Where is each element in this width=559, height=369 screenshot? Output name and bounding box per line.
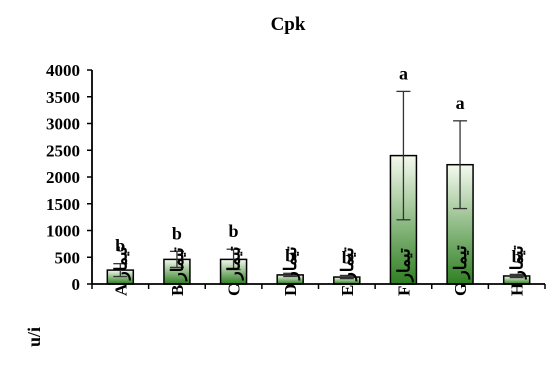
significance-letter: a: [456, 93, 465, 113]
y-axis-label: u/i: [24, 327, 44, 347]
y-tick-label: 1500: [46, 195, 80, 214]
y-tick-label: 3500: [46, 88, 80, 107]
category-label: تیمار G: [451, 245, 471, 296]
y-tick-label: 500: [55, 248, 81, 267]
category-label: تیمار A: [111, 246, 131, 296]
significance-letter: b: [342, 247, 352, 267]
y-tick-label: 2000: [46, 168, 80, 187]
y-tick-label: 1000: [46, 222, 80, 241]
category-label: تیمار E: [338, 247, 358, 296]
category-label: تیمار H: [508, 245, 528, 296]
chart-title: Cpk: [271, 14, 306, 35]
y-tick-label: 2500: [46, 141, 80, 160]
y-tick-label: 0: [72, 275, 81, 294]
category-label: تیمار F: [394, 248, 414, 296]
category-label: تیمار C: [225, 246, 245, 296]
y-tick-label: 3000: [46, 115, 80, 134]
category-label: تیمار B: [168, 247, 188, 296]
significance-letter: b: [115, 236, 125, 256]
category-label: تیمار D: [281, 246, 301, 296]
significance-letter: b: [229, 221, 239, 241]
significance-letter: b: [172, 223, 182, 243]
y-tick-label: 4000: [46, 61, 80, 80]
significance-letter: b: [285, 245, 295, 265]
significance-letter: a: [399, 63, 408, 83]
significance-letter: b: [512, 246, 522, 266]
